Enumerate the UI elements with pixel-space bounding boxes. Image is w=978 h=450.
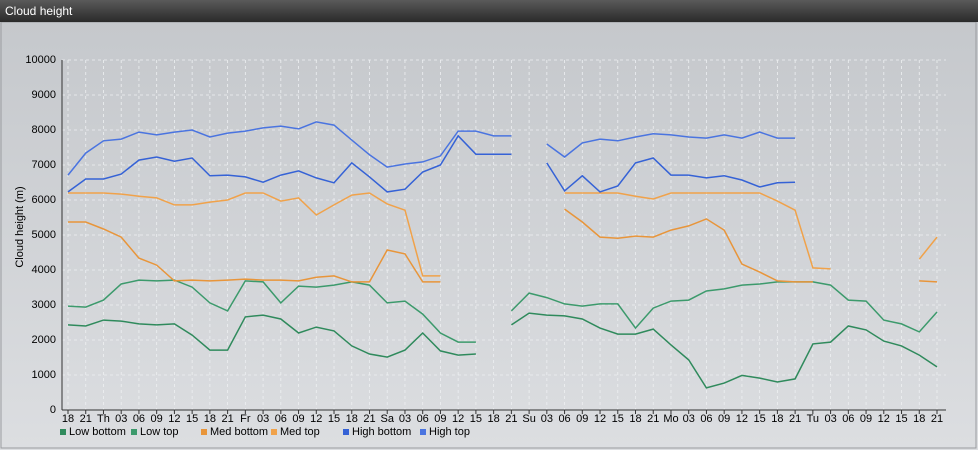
legend-label: Med top [280, 426, 320, 438]
x-tick-label: Fr [240, 413, 251, 425]
x-tick-label: 15 [754, 413, 766, 425]
x-tick-label: 21 [931, 413, 943, 425]
legend-swatch [271, 429, 277, 435]
legend-swatch [420, 429, 426, 435]
series-line [68, 192, 938, 277]
x-tick-label: 12 [310, 413, 322, 425]
x-tick-label: 03 [399, 413, 411, 425]
x-tick-label: 15 [612, 413, 624, 425]
x-tick-label: 03 [257, 413, 269, 425]
y-tick-label: 9000 [32, 89, 56, 101]
y-tick-label: 5000 [32, 229, 56, 241]
x-tick-label: 06 [275, 413, 287, 425]
legend-swatch [60, 429, 66, 435]
x-tick-label: 09 [860, 413, 872, 425]
legend-label: High top [429, 426, 470, 438]
y-tick-label: 4000 [32, 264, 56, 276]
y-tick-label: 3000 [32, 299, 56, 311]
x-tick-label: 06 [558, 413, 570, 425]
series-line [67, 312, 938, 389]
x-tick-label: 06 [842, 413, 854, 425]
x-tick-label: 21 [505, 413, 517, 425]
legend-label: Med bottom [210, 426, 268, 438]
x-tick-label: Mo [663, 413, 678, 425]
y-tick-label: 6000 [32, 194, 56, 206]
x-tick-label: 03 [683, 413, 695, 425]
x-tick-label: 12 [168, 413, 180, 425]
series-line [67, 121, 796, 176]
x-tick-label: 21 [789, 413, 801, 425]
legend-swatch [343, 429, 349, 435]
x-tick-label: 09 [292, 413, 304, 425]
y-tick-label: 8000 [32, 124, 56, 136]
legend-swatch [131, 429, 137, 435]
series-line [68, 208, 938, 283]
x-tick-label: 06 [417, 413, 429, 425]
x-tick-label: 12 [594, 413, 606, 425]
x-tick-label: 03 [824, 413, 836, 425]
x-tick-label: 18 [62, 413, 74, 425]
x-tick-label: 21 [80, 413, 92, 425]
x-tick-label: 18 [913, 413, 925, 425]
x-tick-label: 03 [541, 413, 553, 425]
x-tick-label: 18 [346, 413, 358, 425]
x-tick-label: 15 [470, 413, 482, 425]
y-tick-label: 0 [50, 404, 56, 416]
legend-label: High bottom [352, 426, 411, 438]
x-tick-label: 18 [204, 413, 216, 425]
series-line [67, 134, 796, 193]
frame [0, 22, 977, 449]
x-tick-label: 09 [151, 413, 163, 425]
x-tick-label: 15 [328, 413, 340, 425]
x-tick-label: 12 [452, 413, 464, 425]
x-tick-label: 12 [878, 413, 890, 425]
x-tick-label: 15 [186, 413, 198, 425]
series-line [67, 279, 938, 343]
x-tick-label: 21 [363, 413, 375, 425]
x-tick-label: 09 [718, 413, 730, 425]
x-tick-label: 06 [700, 413, 712, 425]
y-tick-label: 10000 [25, 54, 56, 66]
x-tick-label: Tu [807, 413, 819, 425]
y-axis-label: Cloud height (m) [14, 186, 26, 267]
x-tick-label: 18 [771, 413, 783, 425]
x-tick-label: 21 [221, 413, 233, 425]
legend-label: Low top [140, 426, 179, 438]
y-tick-label: 1000 [32, 369, 56, 381]
legend-label: Low bottom [69, 426, 126, 438]
legend-swatch [201, 429, 207, 435]
y-tick-label: 2000 [32, 334, 56, 346]
x-tick-label: Th [97, 413, 110, 425]
y-tick-label: 7000 [32, 159, 56, 171]
widget-title: Cloud height [0, 0, 978, 22]
x-tick-label: 12 [736, 413, 748, 425]
x-tick-label: 09 [576, 413, 588, 425]
x-tick-label: 18 [488, 413, 500, 425]
x-tick-label: 03 [115, 413, 127, 425]
x-tick-label: 21 [647, 413, 659, 425]
x-tick-label: 15 [895, 413, 907, 425]
x-tick-label: 18 [629, 413, 641, 425]
x-tick-label: 06 [133, 413, 145, 425]
x-tick-label: 09 [434, 413, 446, 425]
x-tick-label: Sa [380, 413, 394, 425]
x-tick-label: Su [522, 413, 535, 425]
chart: Cloud height (m) 18 21 Th 03 06 09 12 15 18 21 Fr 0… [0, 22, 977, 449]
